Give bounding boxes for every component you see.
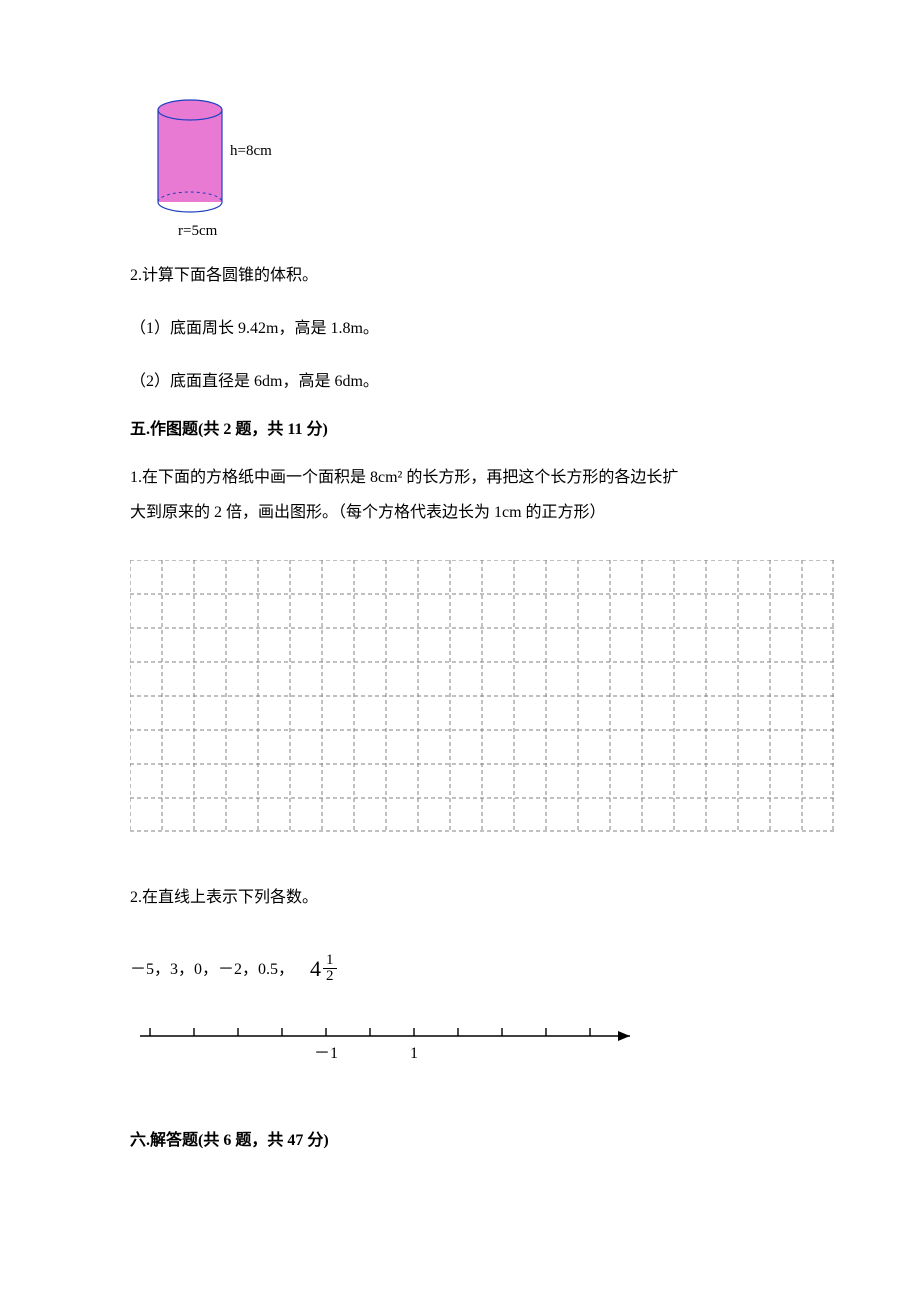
grid-paper xyxy=(130,560,790,840)
number-list-text: －5，3，0，－2，0.5， xyxy=(130,961,294,978)
section5-q1-line2: 大到原来的 2 倍，画出图形。（每个方格代表边长为 1cm 的正方形） xyxy=(130,495,790,530)
cylinder-body xyxy=(158,110,222,202)
cylinder-top xyxy=(158,100,222,120)
svg-text:－1: －1 xyxy=(314,1045,338,1062)
cylinder-bottom-front xyxy=(158,202,222,212)
number-line-svg: －1 1 xyxy=(130,1016,650,1071)
cylinder-figure: h=8cm r=5cm xyxy=(130,90,330,240)
q2-line2: （2）底面直径是 6dm，高是 6dm。 xyxy=(130,364,790,399)
section6-title: 六.解答题(共 6 题，共 47 分) xyxy=(130,1129,790,1153)
q2-numberline-prompt: 2.在直线上表示下列各数。 xyxy=(130,880,790,915)
fraction-denominator: 2 xyxy=(323,969,337,984)
document-page: h=8cm r=5cm 2.计算下面各圆锥的体积。 （1）底面周长 9.42m，… xyxy=(0,0,920,1231)
q2-title: 2.计算下面各圆锥的体积。 xyxy=(130,258,790,293)
section5-q1-line1: 1.在下面的方格纸中画一个面积是 8cm² 的长方形，再把这个长方形的各边长扩 xyxy=(130,460,790,495)
q2-line1: （1）底面周长 9.42m，高是 1.8m。 xyxy=(130,311,790,346)
fraction-numerator: 1 xyxy=(323,953,337,969)
number-list: －5，3，0，－2，0.5， 412 xyxy=(130,955,790,986)
svg-text:1: 1 xyxy=(410,1045,418,1062)
section5-title: 五.作图题(共 2 题，共 11 分) xyxy=(130,418,790,442)
number-line: －1 1 xyxy=(130,1016,790,1079)
cylinder-radius-label: r=5cm xyxy=(178,220,217,243)
mixed-fraction: 412 xyxy=(310,953,337,984)
grid-svg xyxy=(130,560,834,832)
fraction-whole: 4 xyxy=(310,958,321,980)
cylinder-height-label: h=8cm xyxy=(230,140,272,163)
